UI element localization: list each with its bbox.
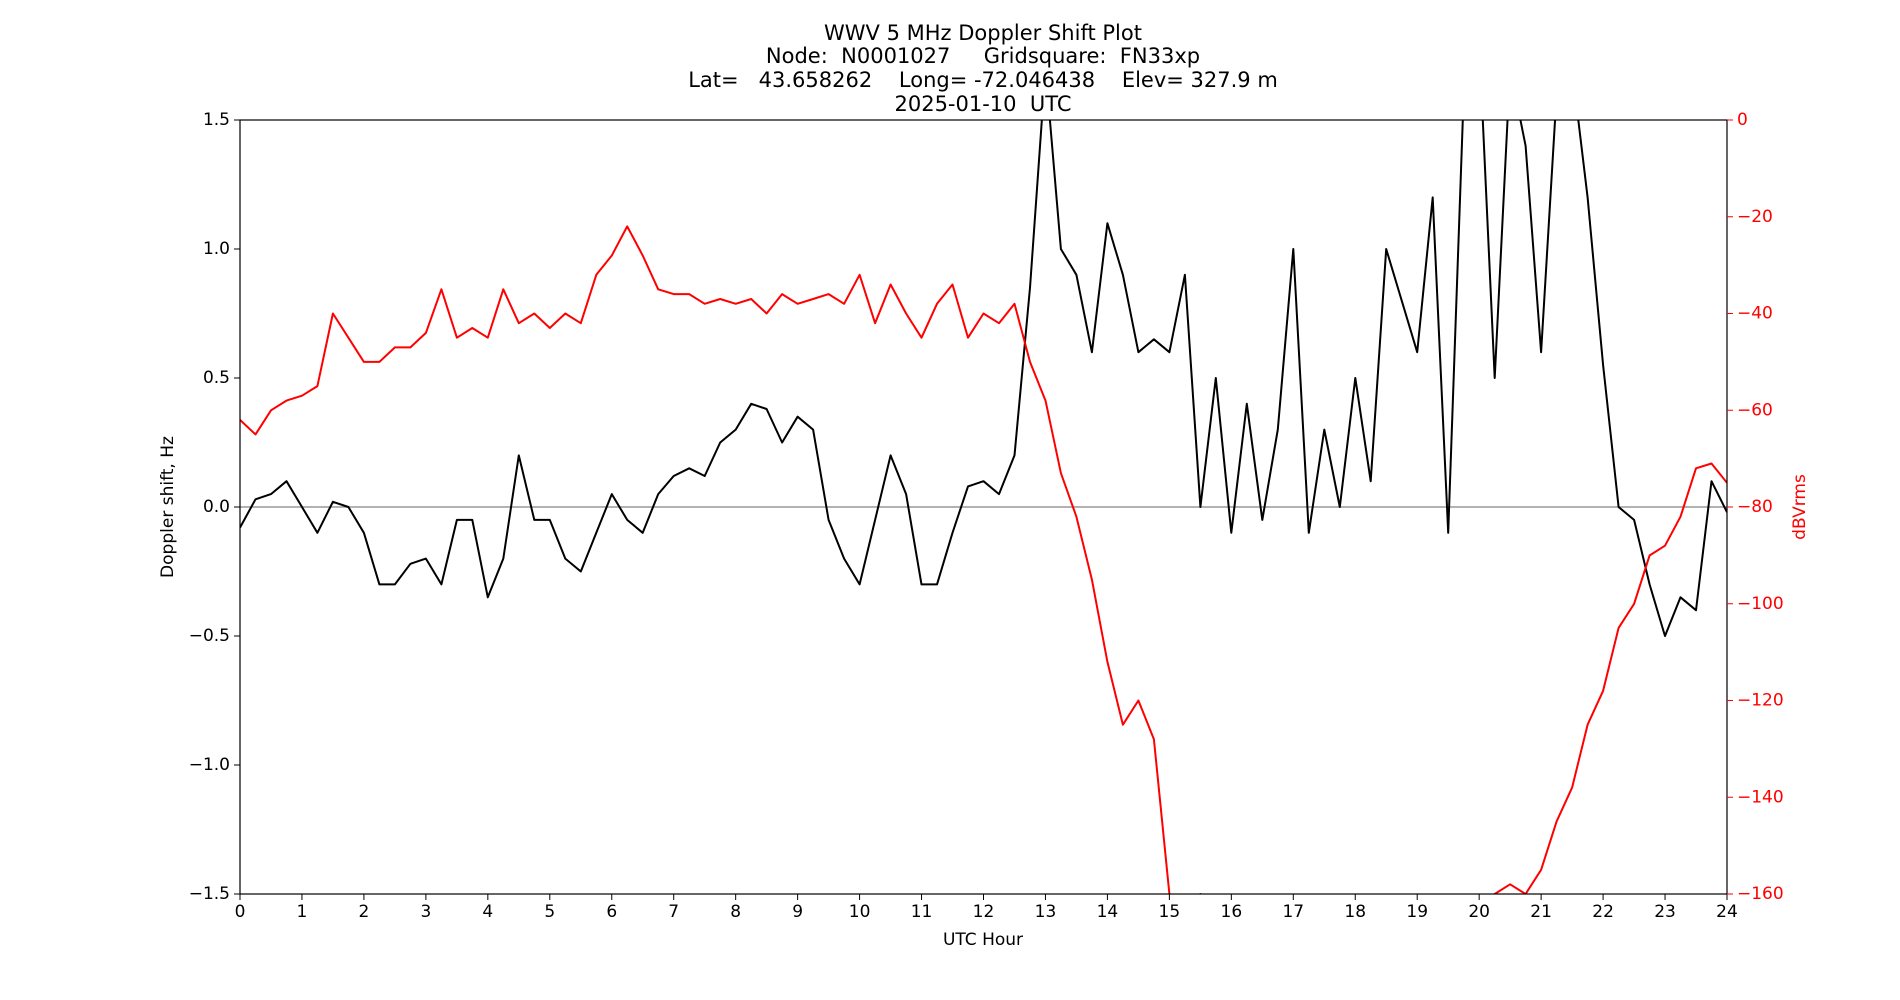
y2-tick-label: −20: [1737, 207, 1773, 227]
x-tick-label: 13: [1035, 902, 1057, 922]
y2-tick-label: −140: [1737, 787, 1784, 807]
y-tick-label: 1.5: [203, 110, 230, 130]
x-tick-label: 9: [792, 902, 803, 922]
x-tick-label: 23: [1654, 902, 1676, 922]
x-tick-label: 20: [1468, 902, 1490, 922]
y2-tick-label: −160: [1737, 884, 1784, 904]
x-tick-label: 5: [544, 902, 555, 922]
x-tick-label: 17: [1282, 902, 1304, 922]
data-line: [240, 120, 1727, 637]
x-tick-label: 2: [359, 902, 370, 922]
y2-axis-label: dBVrms: [1790, 474, 1810, 540]
y-tick-label: 0.0: [203, 497, 230, 517]
y2-tick-label: −60: [1737, 400, 1773, 420]
chart-subtitle: 2025-01-10 UTC: [894, 92, 1071, 116]
x-tick-label: 18: [1344, 902, 1366, 922]
y-tick-label: −1.5: [189, 884, 230, 904]
chart-title: WWV 5 MHz Doppler Shift Plot: [824, 21, 1142, 45]
x-axis-label: UTC Hour: [943, 930, 1023, 950]
x-tick-label: 24: [1716, 902, 1738, 922]
x-tick-label: 19: [1406, 902, 1428, 922]
x-tick-label: 12: [973, 902, 995, 922]
x-tick-label: 8: [730, 902, 741, 922]
chart-subtitle: Node: N0001027 Gridsquare: FN33xp: [766, 44, 1200, 68]
y2-tick-label: −80: [1737, 497, 1773, 517]
x-tick-label: 7: [668, 902, 679, 922]
x-tick-label: 16: [1221, 902, 1243, 922]
x-tick-label: 6: [606, 902, 617, 922]
x-tick-label: 0: [235, 902, 246, 922]
x-tick-label: 1: [297, 902, 308, 922]
y-tick-label: 0.5: [203, 368, 230, 388]
x-tick-label: 14: [1097, 902, 1119, 922]
y2-tick-label: −40: [1737, 304, 1773, 324]
x-tick-label: 11: [911, 902, 933, 922]
y-axis-label: Doppler shift, Hz: [158, 436, 178, 578]
y2-tick-label: 0: [1737, 110, 1748, 130]
x-tick-label: 4: [482, 902, 493, 922]
y2-tick-label: −100: [1737, 594, 1784, 614]
chart-subtitle: Lat= 43.658262 Long= -72.046438 Elev= 32…: [688, 68, 1278, 92]
x-tick-label: 21: [1530, 902, 1552, 922]
x-tick-label: 3: [420, 902, 431, 922]
y2-tick-label: −120: [1737, 691, 1784, 711]
plot-area: [240, 120, 1727, 894]
y-tick-label: −1.0: [189, 755, 230, 775]
x-tick-label: 10: [849, 902, 871, 922]
y-tick-label: 1.0: [203, 239, 230, 259]
y-tick-label: −0.5: [189, 626, 230, 646]
data-line: [240, 225, 1727, 894]
x-tick-label: 22: [1592, 902, 1614, 922]
x-tick-label: 15: [1159, 902, 1181, 922]
